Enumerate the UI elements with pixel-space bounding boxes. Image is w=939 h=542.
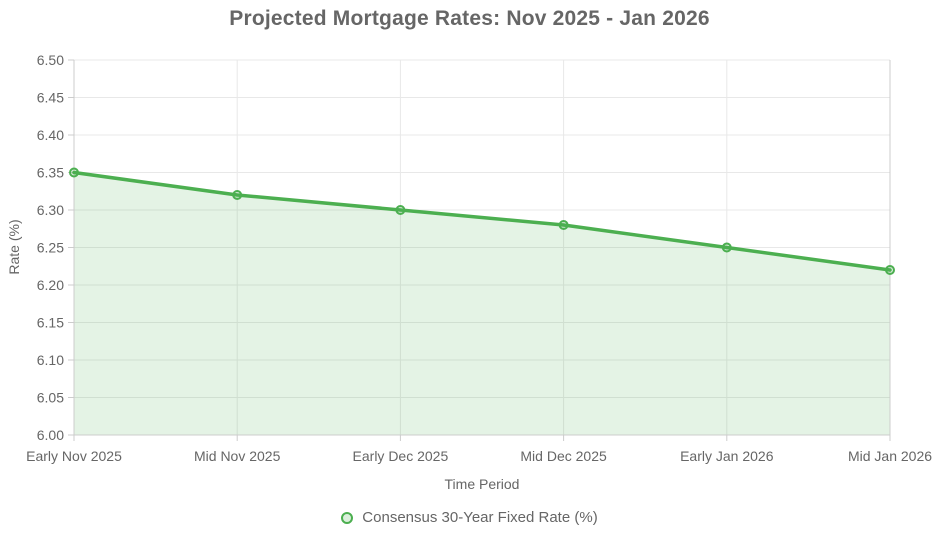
- y-tick-label: 6.35: [37, 165, 64, 181]
- y-tick-label: 6.50: [37, 52, 64, 68]
- legend-item[interactable]: Consensus 30-Year Fixed Rate (%): [0, 509, 939, 526]
- y-tick-label: 6.45: [37, 90, 64, 106]
- data-point[interactable]: [232, 190, 243, 200]
- chart-title: Projected Mortgage Rates: Nov 2025 - Jan…: [229, 7, 710, 30]
- y-tick-label: 6.40: [37, 127, 64, 143]
- legend-point-icon: [341, 511, 354, 524]
- x-axis-title: Time Period: [444, 476, 520, 492]
- x-tick-label: Mid Nov 2025: [194, 448, 281, 464]
- y-tick-label: 6.25: [37, 240, 64, 256]
- data-point[interactable]: [69, 167, 79, 178]
- y-tick-label: 6.10: [37, 352, 64, 368]
- data-point[interactable]: [721, 242, 732, 253]
- legend-label: Consensus 30-Year Fixed Rate (%): [362, 509, 598, 526]
- series-area-fill: [74, 172, 890, 435]
- data-point[interactable]: [558, 220, 569, 230]
- y-tick-label: 6.15: [37, 315, 64, 331]
- x-tick-label: Early Dec 2025: [353, 448, 449, 464]
- x-tick-label: Early Jan 2026: [680, 448, 774, 464]
- series-line: [72, 170, 892, 272]
- data-point[interactable]: [885, 265, 895, 275]
- x-tick-label: Early Nov 2025: [26, 448, 122, 464]
- y-tick-label: 6.30: [37, 202, 64, 218]
- y-tick-label: 6.05: [37, 390, 64, 406]
- y-tick-label: 6.00: [37, 427, 64, 443]
- y-tick-label: 6.20: [37, 277, 64, 293]
- y-axis-title: Rate (%): [6, 219, 22, 275]
- data-point[interactable]: [395, 205, 406, 215]
- x-tick-label: Mid Jan 2026: [848, 448, 932, 464]
- x-tick-label: Mid Dec 2025: [520, 448, 607, 464]
